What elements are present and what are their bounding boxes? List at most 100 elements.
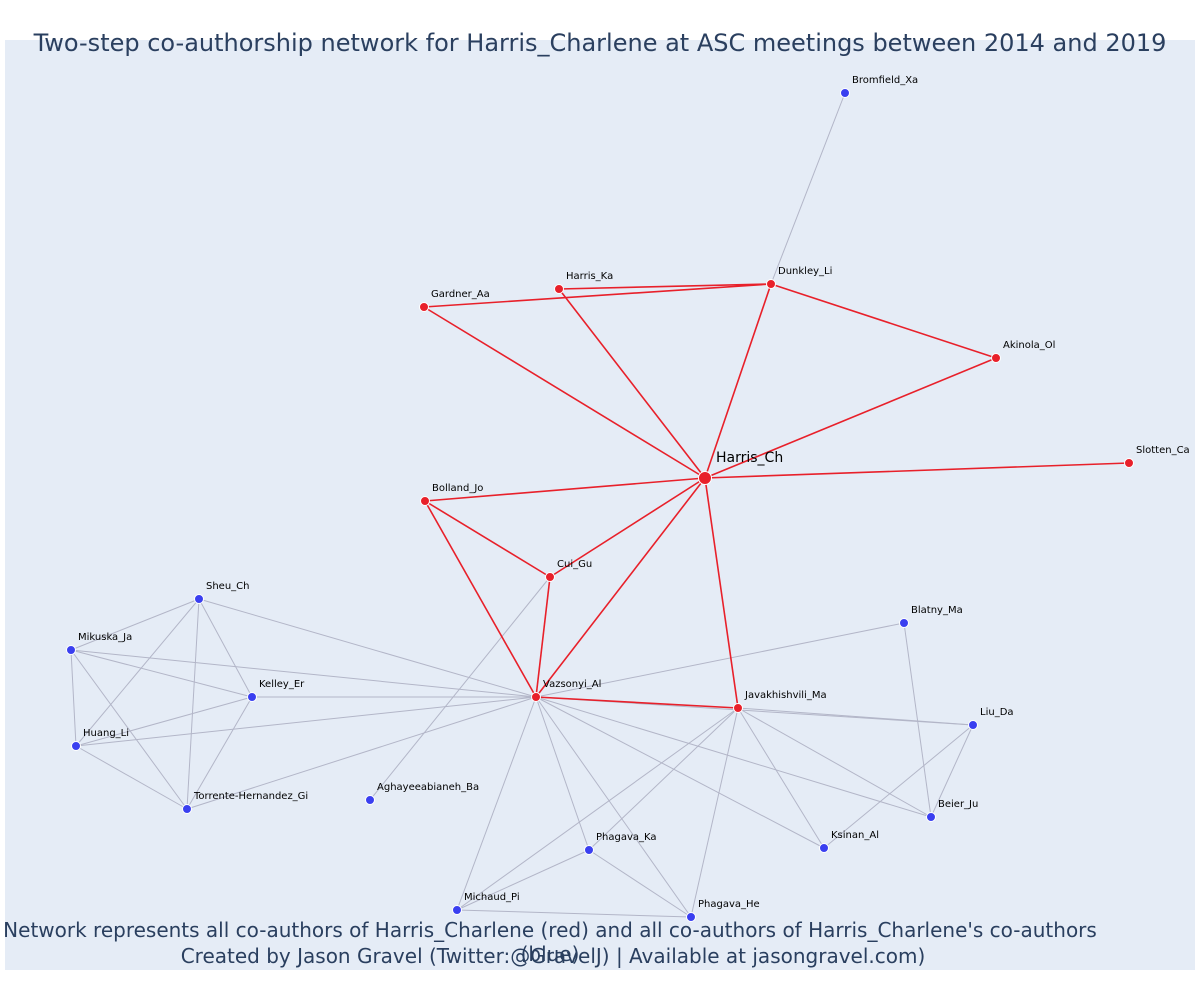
label-Phagava_He: Phagava_He xyxy=(698,899,760,910)
label-Javakhishvili_Ma: Javakhishvili_Ma xyxy=(744,690,827,701)
label-Gardner_Aa: Gardner_Aa xyxy=(431,289,490,300)
edge-Huang_Li-Vazsonyi_Al xyxy=(75,696,537,747)
edge-Vazsonyi_Al-Phagava_He xyxy=(535,696,692,918)
node-Javakhishvili_Ma[interactable] xyxy=(733,703,743,713)
network-edges xyxy=(70,92,1130,918)
edge-Mikuska_Ja-Huang_Li xyxy=(70,649,77,747)
edge-Phagava_Ka-Phagava_He xyxy=(588,849,692,918)
edge-Harris_Ch-Slotten_Ca xyxy=(704,462,1130,479)
label-Beier_Ju: Beier_Ju xyxy=(938,799,978,810)
edge-Harris_Ch-Javakhishvili_Ma xyxy=(704,477,739,709)
node-Akinola_Ol[interactable] xyxy=(991,353,1001,363)
edge-Sheu_Ch-Torrente-Hernandez_Gi xyxy=(186,598,200,810)
node-Mikuska_Ja[interactable] xyxy=(66,645,76,655)
node-Bolland_Jo[interactable] xyxy=(420,496,430,506)
edge-Vazsonyi_Al-Michaud_Pi xyxy=(456,696,537,911)
label-Sheu_Ch: Sheu_Ch xyxy=(206,581,250,592)
node-Torrente-Hernandez_Gi[interactable] xyxy=(182,804,192,814)
edge-Harris_Ch-Dunkley_Li xyxy=(704,283,772,479)
edge-Sheu_Ch-Vazsonyi_Al xyxy=(198,598,537,698)
edge-Huang_Li-Torrente-Hernandez_Gi xyxy=(75,745,188,810)
edge-Cui_Gu-Aghayeeabianeh_Ba xyxy=(369,576,551,801)
label-Ksinan_Al: Ksinan_Al xyxy=(831,830,879,841)
node-Beier_Ju[interactable] xyxy=(926,812,936,822)
edge-Harris_Ka-Dunkley_Li xyxy=(558,283,772,290)
label-Slotten_Ca: Slotten_Ca xyxy=(1136,445,1190,456)
edge-Torrente-Hernandez_Gi-Vazsonyi_Al xyxy=(186,696,537,810)
node-Kelley_Er[interactable] xyxy=(247,692,257,702)
edge-Javakhishvili_Ma-Phagava_He xyxy=(690,707,739,918)
edge-Vazsonyi_Al-Blatny_Ma xyxy=(535,622,905,698)
label-Phagava_Ka: Phagava_Ka xyxy=(596,832,657,843)
edge-Mikuska_Ja-Torrente-Hernandez_Gi xyxy=(70,649,188,810)
edge-Javakhishvili_Ma-Beier_Ju xyxy=(737,707,932,818)
label-Bolland_Jo: Bolland_Jo xyxy=(432,483,483,494)
plot-background xyxy=(5,40,1195,970)
label-Kelley_Er: Kelley_Er xyxy=(259,679,305,690)
label-Huang_Li: Huang_Li xyxy=(83,728,129,739)
node-Cui_Gu[interactable] xyxy=(545,572,555,582)
node-Harris_Ch[interactable] xyxy=(698,471,712,485)
label-Michaud_Pi: Michaud_Pi xyxy=(464,892,520,903)
edge-Harris_Ch-Gardner_Aa xyxy=(423,306,706,479)
node-Harris_Ka[interactable] xyxy=(554,284,564,294)
edge-Liu_Da-Ksinan_Al xyxy=(823,724,974,849)
node-Phagava_Ka[interactable] xyxy=(584,845,594,855)
node-Liu_Da[interactable] xyxy=(968,720,978,730)
node-Vazsonyi_Al[interactable] xyxy=(531,692,541,702)
label-Bromfield_Xa: Bromfield_Xa xyxy=(852,75,918,86)
label-Liu_Da: Liu_Da xyxy=(980,707,1014,718)
edge-Bolland_Jo-Vazsonyi_Al xyxy=(424,500,537,698)
node-Dunkley_Li[interactable] xyxy=(766,279,776,289)
edge-Javakhishvili_Ma-Phagava_Ka xyxy=(588,707,739,851)
edge-Kelley_Er-Torrente-Hernandez_Gi xyxy=(186,696,253,810)
node-Blatny_Ma[interactable] xyxy=(899,618,909,628)
network-labels: Harris_Ch Bromfield_Xa Dunkley_Li Harris_Ka… xyxy=(78,75,1190,910)
label-Blatny_Ma: Blatny_Ma xyxy=(911,605,963,616)
edge-Harris_Ch-Cui_Gu xyxy=(549,477,706,578)
edge-Javakhishvili_Ma-Ksinan_Al xyxy=(737,707,825,849)
node-Phagava_He[interactable] xyxy=(686,912,696,922)
label-Harris_Ch: Harris_Ch xyxy=(716,450,783,466)
edge-Harris_Ch-Harris_Ka xyxy=(558,288,706,479)
label-Akinola_Ol: Akinola_Ol xyxy=(1003,340,1055,351)
label-Harris_Ka: Harris_Ka xyxy=(566,271,613,282)
edge-Sheu_Ch-Huang_Li xyxy=(75,598,200,747)
edge-Javakhishvili_Ma-Michaud_Pi xyxy=(456,707,739,911)
chart-title: Two-step co-authorship network for Harri… xyxy=(33,29,1167,57)
edge-Cui_Gu-Vazsonyi_Al xyxy=(535,576,551,698)
node-Ksinan_Al[interactable] xyxy=(819,843,829,853)
edge-Michaud_Pi-Phagava_He xyxy=(456,909,692,918)
node-Bromfield_Xa[interactable] xyxy=(840,88,850,98)
label-Mikuska_Ja: Mikuska_Ja xyxy=(78,632,132,643)
edge-Bolland_Jo-Cui_Gu xyxy=(424,500,551,578)
label-Dunkley_Li: Dunkley_Li xyxy=(778,266,832,277)
edge-Phagava_Ka-Michaud_Pi xyxy=(456,849,590,911)
label-Torrente-Hernandez_Gi: Torrente-Hernandez_Gi xyxy=(193,791,308,802)
node-Slotten_Ca[interactable] xyxy=(1124,458,1134,468)
edge-Blatny_Ma-Beier_Ju xyxy=(903,622,932,818)
footer-note: Network represents all co-authors of Har… xyxy=(3,918,1097,966)
edge-Sheu_Ch-Mikuska_Ja xyxy=(70,598,200,651)
edge-Dunkley_Li-Bromfield_Xa xyxy=(770,92,846,285)
node-Michaud_Pi[interactable] xyxy=(452,905,462,915)
label-Cui_Gu: Cui_Gu xyxy=(557,559,592,570)
label-Vazsonyi_Al: Vazsonyi_Al xyxy=(543,679,601,690)
edge-Dunkley_Li-Akinola_Ol xyxy=(770,283,997,359)
edge-Harris_Ch-Vazsonyi_Al xyxy=(535,477,706,698)
edge-Sheu_Ch-Kelley_Er xyxy=(198,598,253,698)
node-Aghayeeabianeh_Ba[interactable] xyxy=(365,795,375,805)
edge-Kelley_Er-Huang_Li xyxy=(75,696,253,747)
node-Gardner_Aa[interactable] xyxy=(419,302,429,312)
node-Huang_Li[interactable] xyxy=(71,741,81,751)
edge-Harris_Ch-Akinola_Ol xyxy=(704,357,997,479)
edge-Vazsonyi_Al-Ksinan_Al xyxy=(535,696,825,849)
edge-Vazsonyi_Al-Beier_Ju xyxy=(535,696,932,818)
edge-Harris_Ch-Bolland_Jo xyxy=(424,477,706,502)
edge-Vazsonyi_Al-Javakhishvili_Ma xyxy=(535,696,739,709)
edge-Liu_Da-Beier_Ju xyxy=(930,724,974,818)
label-Aghayeeabianeh_Ba: Aghayeeabianeh_Ba xyxy=(377,782,479,793)
node-Sheu_Ch[interactable] xyxy=(194,594,204,604)
edge-Javakhishvili_Ma-Liu_Da xyxy=(737,707,974,726)
